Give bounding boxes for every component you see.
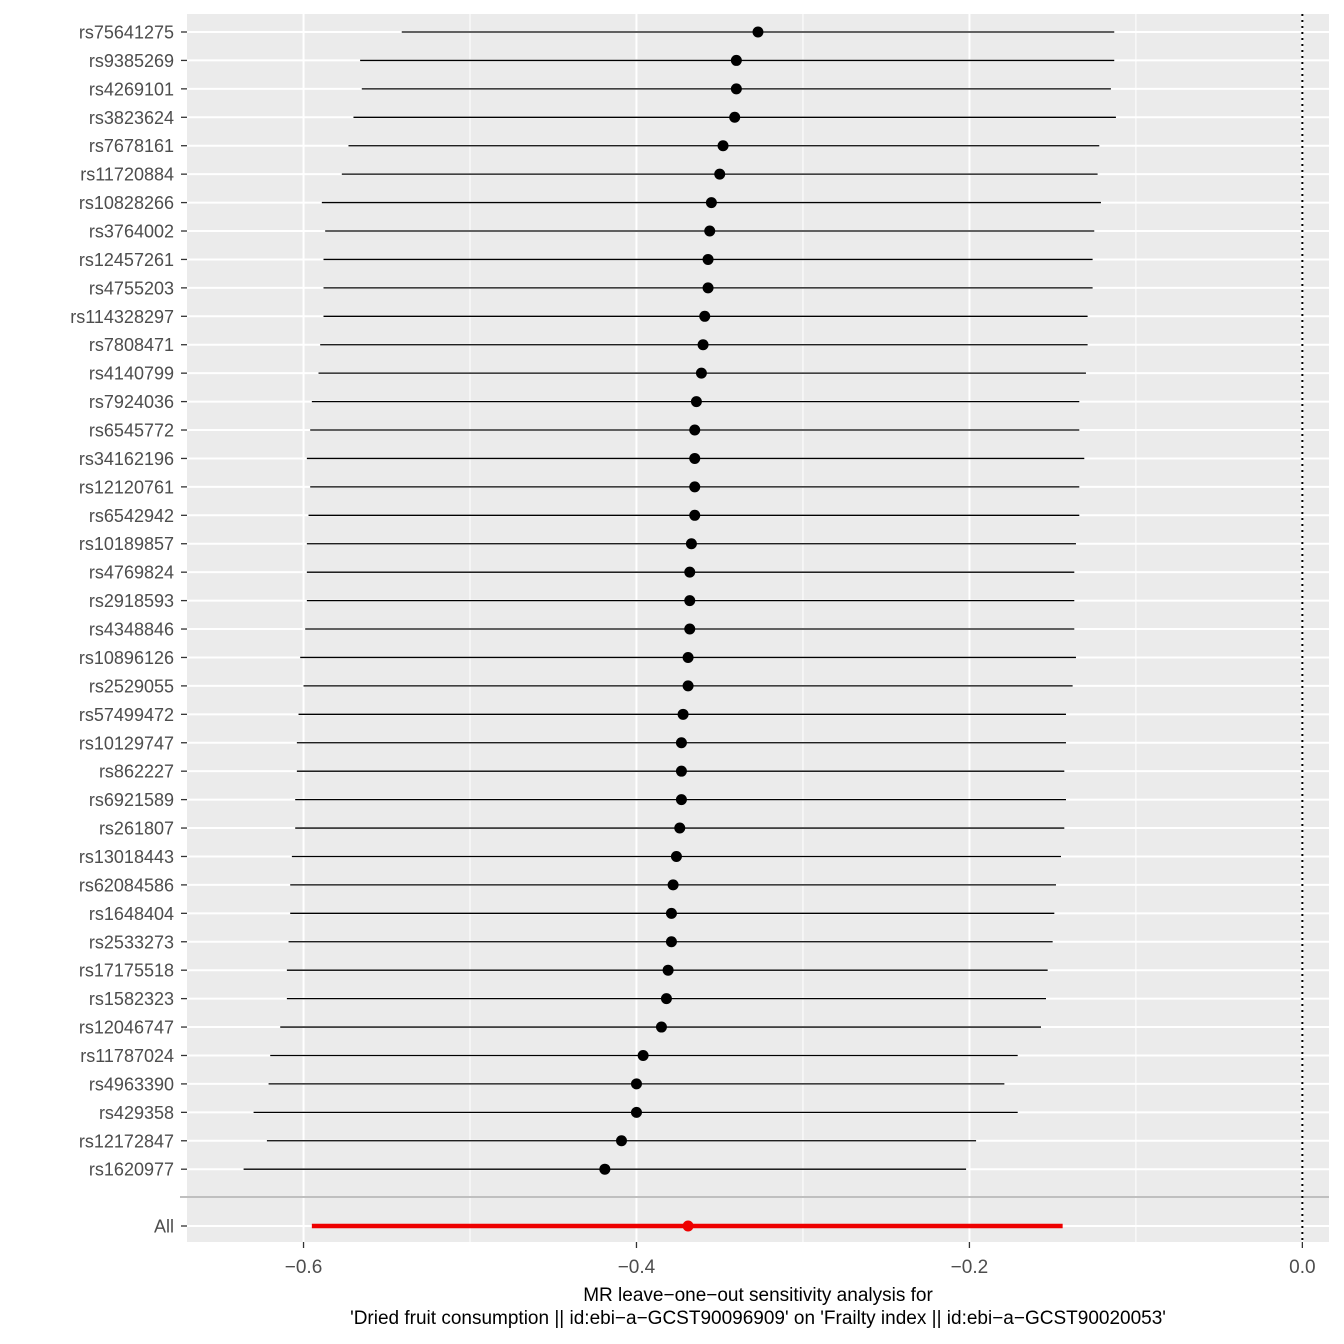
snp-label: rs2533273 [89, 932, 174, 952]
snp-label: rs12120761 [79, 477, 174, 497]
estimate-point [702, 282, 714, 294]
estimate-point [699, 310, 711, 322]
estimate-point [660, 993, 672, 1005]
estimate-point [670, 850, 682, 862]
snp-label: rs4963390 [89, 1074, 174, 1094]
x-tick-label: −0.6 [285, 1257, 323, 1278]
snp-label: rs13018443 [79, 847, 174, 867]
snp-label: rs3823624 [89, 108, 174, 128]
snp-label: rs4348846 [89, 620, 174, 640]
estimate-point [752, 26, 764, 38]
estimate-point [599, 1163, 611, 1175]
estimate-point [682, 680, 694, 692]
snp-label: rs114328297 [70, 307, 174, 327]
estimate-point [689, 452, 701, 464]
estimate-point [690, 396, 702, 408]
snp-label: rs4769824 [89, 563, 174, 583]
estimate-point [675, 737, 687, 749]
snp-label: rs2918593 [89, 591, 174, 611]
snp-label: rs1582323 [89, 989, 174, 1009]
snp-label: rs4269101 [89, 79, 174, 99]
snp-label: rs6921589 [89, 790, 174, 810]
snp-label: rs429358 [99, 1103, 174, 1123]
snp-label: rs3764002 [89, 222, 174, 242]
estimate-point [615, 1135, 627, 1147]
estimate-point [704, 225, 716, 237]
estimate-point [677, 708, 689, 720]
estimate-point [675, 794, 687, 806]
snp-label: rs4755203 [89, 278, 174, 298]
snp-label: rs7924036 [89, 392, 174, 412]
snp-label: rs10189857 [79, 534, 174, 554]
estimate-point [682, 651, 694, 663]
estimate-point [689, 424, 701, 436]
snp-label: rs7678161 [89, 136, 174, 156]
estimate-point [674, 822, 686, 834]
x-tick-label: 0.0 [1289, 1257, 1315, 1278]
estimate-point [717, 140, 729, 152]
estimate-point [702, 253, 714, 265]
snp-label: rs75641275 [79, 23, 174, 43]
snp-label: rs12457261 [79, 250, 174, 270]
snp-label: rs62084586 [79, 875, 174, 895]
snp-label: rs1648404 [89, 904, 174, 924]
snp-label: rs10828266 [79, 193, 174, 213]
snp-label: rs17175518 [79, 961, 174, 981]
estimate-point [665, 936, 677, 948]
estimate-point [730, 54, 742, 66]
estimate-point [689, 509, 701, 521]
snp-label: rs11787024 [80, 1046, 174, 1066]
estimate-point [685, 538, 697, 550]
snp-label: rs261807 [99, 819, 174, 839]
snp-label: rs10896126 [79, 648, 174, 668]
estimate-point [655, 1021, 667, 1033]
estimate-point [667, 879, 679, 891]
snp-label: rs6545772 [89, 421, 174, 441]
snp-label: rs6542942 [89, 506, 174, 526]
overall-estimate-point [682, 1220, 694, 1232]
estimate-point [730, 83, 742, 95]
estimate-point [689, 481, 701, 493]
snp-label: rs862227 [99, 762, 174, 782]
snp-label: rs34162196 [79, 449, 174, 469]
snp-label: rs11720884 [80, 165, 174, 185]
estimate-point [705, 197, 717, 209]
snp-label: rs1620977 [89, 1160, 174, 1180]
x-tick-label: −0.2 [951, 1257, 989, 1278]
estimate-point [695, 367, 707, 379]
overall-label: All [154, 1217, 174, 1237]
x-axis-title-line-2: 'Dried fruit consumption || id:ebi−a−GCS… [350, 1308, 1166, 1329]
estimate-point [662, 964, 674, 976]
snp-label: rs2529055 [89, 676, 174, 696]
snp-label: rs4140799 [89, 364, 174, 384]
snp-labels: rs75641275 rs9385269 rs4269101 rs3823624 rs7… [70, 23, 187, 1237]
snp-label: rs12046747 [79, 1018, 174, 1038]
estimate-point [684, 595, 696, 607]
x-axis-title-line-1: MR leave−one−out sensitivity analysis fo… [583, 1285, 933, 1306]
estimate-point [684, 566, 696, 578]
estimate-point [665, 907, 677, 919]
snp-label: rs12172847 [79, 1131, 174, 1151]
estimate-point [675, 765, 687, 777]
estimate-point [684, 623, 696, 635]
estimate-point [630, 1078, 642, 1090]
snp-label: rs57499472 [79, 705, 174, 725]
estimate-point [697, 339, 709, 351]
x-tick-label: −0.4 [618, 1257, 656, 1278]
x-axis-ticks: −0.6 −0.4 −0.2 0.0 [285, 1242, 1316, 1278]
estimate-point [637, 1049, 649, 1061]
estimate-point [714, 168, 726, 180]
plot-panel [187, 14, 1329, 1242]
estimate-point [729, 111, 741, 123]
estimate-points [599, 26, 764, 1232]
estimate-point [630, 1106, 642, 1118]
snp-label: rs10129747 [79, 733, 174, 753]
snp-label: rs7808471 [89, 335, 174, 355]
snp-label: rs9385269 [89, 51, 174, 71]
